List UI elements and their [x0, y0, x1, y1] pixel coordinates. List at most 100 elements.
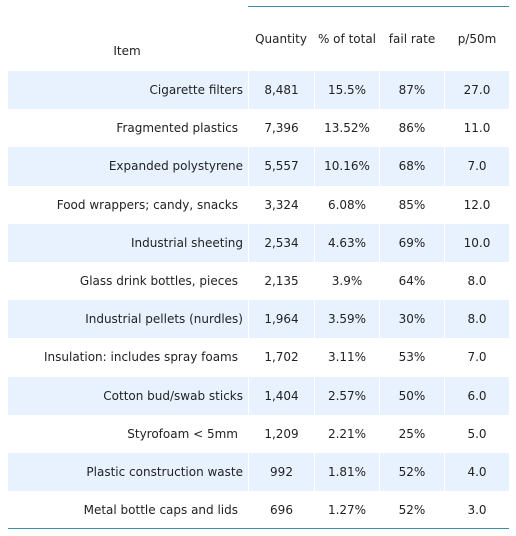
cell-item: Glass drink bottles, pieces: [8, 262, 243, 300]
cell-fail-rate: 68%: [380, 147, 444, 186]
cell-p50m-text: 10.0: [463, 235, 491, 250]
cell-quantity-text: 1,404: [264, 388, 299, 403]
cell-p50m: 8.0: [445, 262, 509, 300]
cell-quantity: 2,135: [249, 262, 314, 300]
cell-quantity: 7,396: [249, 109, 314, 147]
cell-item: Plastic construction waste: [8, 452, 248, 492]
cell-p50m: 10.0: [445, 223, 509, 262]
cell-p50m-text: 3.0: [467, 503, 487, 518]
cell-quantity-text: 1,702: [264, 350, 299, 365]
cell-pct-total-text: 10.16%: [324, 159, 370, 174]
cell-pct-total: 3.9%: [315, 262, 379, 300]
cell-item: Styrofoam < 5mm: [8, 415, 243, 453]
header-p50m: p/50m: [457, 32, 497, 46]
cell-quantity-text: 7,396: [264, 121, 299, 136]
table-row: Styrofoam < 5mm 1,209 2.21% 25% 5.0: [8, 415, 509, 453]
cell-p50m-text: 6.0: [467, 388, 487, 403]
header-quantity: Quantity: [255, 32, 307, 46]
table-row: Cotton bud/swab sticks 1,404 2.57% 50% 6.0: [8, 376, 509, 415]
cell-fail-rate: 52%: [380, 452, 444, 492]
cell-fail-rate-text: 52%: [398, 503, 426, 518]
cell-p50m: 11.0: [445, 109, 509, 147]
cell-pct-total-text: 3.9%: [331, 274, 363, 289]
cell-fail-rate-text: 69%: [398, 235, 426, 250]
cell-fail-rate-text: 30%: [398, 312, 426, 327]
cell-item: Cotton bud/swab sticks: [8, 376, 248, 415]
cell-quantity: 1,702: [249, 338, 314, 376]
cell-fail-rate-text: 53%: [398, 350, 426, 365]
cell-pct-total: 1.81%: [315, 452, 379, 492]
cell-fail-rate: 30%: [380, 300, 444, 339]
table-row: Industrial pellets (nurdles) 1,964 3.59% 30…: [8, 300, 509, 339]
cell-item: Insulation: includes spray foams: [8, 338, 243, 376]
table-row: Cigarette filters 8,481 15.5% 87% 27.0: [8, 71, 509, 110]
cell-pct-total-text: 1.27%: [327, 503, 367, 518]
cell-fail-rate-text: 50%: [398, 388, 426, 403]
cell-quantity-text: 5,557: [264, 159, 299, 174]
cell-quantity: 1,209: [249, 415, 314, 453]
cell-item-text: Food wrappers; candy, snacks: [56, 197, 238, 212]
cell-pct-total: 10.16%: [315, 147, 379, 186]
cell-p50m-text: 27.0: [463, 83, 491, 98]
cell-item: Expanded polystyrene: [8, 147, 248, 186]
cell-pct-total-text: 3.59%: [327, 312, 367, 327]
table-row: Metal bottle caps and lids 696 1.27% 52% 3.0: [8, 491, 509, 529]
cell-item-text: Glass drink bottles, pieces: [79, 274, 238, 289]
cell-quantity-text: 2,135: [264, 274, 299, 289]
cell-fail-rate: 53%: [380, 338, 444, 376]
table-bottom-rule: [8, 528, 509, 529]
cell-pct-total: 1.27%: [315, 491, 379, 529]
cell-p50m-text: 8.0: [467, 312, 487, 327]
cell-item-text: Industrial sheeting: [131, 235, 243, 250]
cell-quantity: 1,404: [249, 376, 314, 415]
cell-quantity: 696: [249, 491, 314, 529]
cell-p50m: 12.0: [445, 186, 509, 224]
cell-p50m-text: 12.0: [463, 197, 491, 212]
cell-fail-rate: 69%: [380, 223, 444, 262]
cell-pct-total: 4.63%: [315, 223, 379, 262]
cell-quantity-text: 1,209: [264, 426, 299, 441]
cell-p50m-text: 4.0: [467, 464, 487, 479]
cell-pct-total: 13.52%: [315, 109, 379, 147]
cell-p50m: 5.0: [445, 415, 509, 453]
cell-fail-rate: 87%: [380, 71, 444, 110]
cell-quantity: 5,557: [249, 147, 314, 186]
header-fail-rate: fail rate: [388, 32, 436, 46]
cell-quantity: 8,481: [249, 71, 314, 110]
cell-pct-total-text: 3.11%: [327, 350, 367, 365]
cell-quantity-text: 696: [270, 503, 293, 518]
cell-fail-rate: 25%: [380, 415, 444, 453]
cell-p50m-text: 8.0: [467, 274, 487, 289]
cell-pct-total: 2.57%: [315, 376, 379, 415]
cell-item-text: Plastic construction waste: [86, 464, 243, 479]
cell-item: Industrial sheeting: [8, 223, 248, 262]
table-body: Cigarette filters 8,481 15.5% 87% 27.0 Fragme…: [8, 71, 509, 529]
table-row: Plastic construction waste 992 1.81% 52% 4.0: [8, 452, 509, 492]
cell-fail-rate: 85%: [380, 186, 444, 224]
cell-item: Food wrappers; candy, snacks: [8, 186, 243, 224]
cell-item-text: Metal bottle caps and lids: [83, 503, 238, 518]
table-row: Fragmented plastics 7,396 13.52% 86% 11.0: [8, 109, 509, 147]
table-row: Glass drink bottles, pieces 2,135 3.9% 64% 8…: [8, 262, 509, 300]
cell-pct-total-text: 6.08%: [327, 197, 367, 212]
cell-quantity-text: 8,481: [264, 83, 299, 98]
table-row: Food wrappers; candy, snacks 3,324 6.08% 85…: [8, 186, 509, 224]
cell-fail-rate-text: 52%: [398, 464, 426, 479]
cell-fail-rate: 86%: [380, 109, 444, 147]
cell-item-text: Fragmented plastics: [116, 121, 238, 136]
cell-item-text: Industrial pellets (nurdles): [85, 312, 243, 327]
cell-item-text: Styrofoam < 5mm: [127, 426, 238, 441]
cell-pct-total: 3.11%: [315, 338, 379, 376]
cell-fail-rate: 52%: [380, 491, 444, 529]
cell-pct-total-text: 1.81%: [327, 464, 367, 479]
cell-item-text: Expanded polystyrene: [108, 159, 243, 174]
cell-quantity: 1,964: [249, 300, 314, 339]
cell-item-text: Cigarette filters: [149, 83, 243, 98]
cell-fail-rate: 50%: [380, 376, 444, 415]
cell-fail-rate: 64%: [380, 262, 444, 300]
cell-quantity: 992: [249, 452, 314, 492]
cell-fail-rate-text: 68%: [398, 159, 426, 174]
table-row: Industrial sheeting 2,534 4.63% 69% 10.0: [8, 223, 509, 262]
cell-p50m: 3.0: [445, 491, 509, 529]
table-row: Insulation: includes spray foams 1,702 3.1…: [8, 338, 509, 376]
